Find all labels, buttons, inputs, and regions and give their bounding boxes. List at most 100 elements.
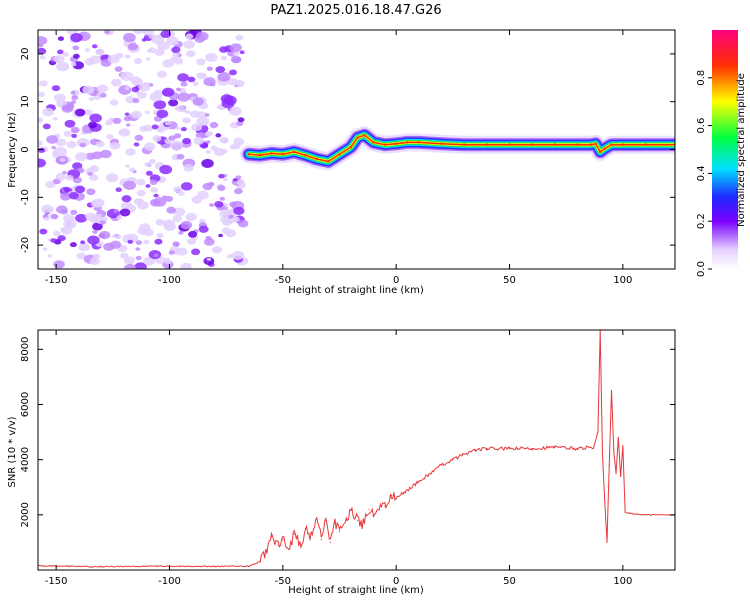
noise-blob	[57, 36, 65, 41]
noise-blob	[176, 153, 185, 160]
noise-blob	[149, 179, 158, 186]
noise-blob	[112, 117, 122, 125]
noise-blob	[38, 147, 46, 153]
ridge-point	[485, 143, 489, 146]
ridge-point	[304, 154, 307, 157]
noise-blob	[211, 246, 223, 254]
noise-blob	[79, 142, 86, 148]
ridge-point	[598, 150, 602, 154]
noise-blob	[66, 140, 77, 149]
spectrogram-x-label: Height of straight line (km)	[288, 285, 424, 296]
snr-point	[474, 449, 477, 451]
noise-blob	[124, 263, 137, 269]
snr-point	[617, 436, 619, 439]
noise-blob	[51, 85, 61, 92]
noise-blob	[38, 36, 48, 46]
noise-blob	[145, 184, 151, 188]
noise-blob	[150, 187, 158, 193]
noise-blob	[229, 201, 237, 208]
snr-x-tick-label: 100	[613, 576, 632, 587]
colorbar-label: Normalized spectral amplitude	[736, 73, 747, 227]
noise-blob	[75, 213, 88, 223]
spectrogram-y-tick-label: -20	[20, 237, 31, 253]
noise-blob	[52, 117, 58, 121]
snr-panel: -150 -100 -50 0 50 100 2000 4000 6000 8000 Heigh…	[7, 329, 676, 596]
noise-blob	[203, 77, 216, 87]
noise-blob	[99, 220, 106, 225]
snr-point	[316, 516, 318, 519]
ridge-point	[281, 153, 285, 156]
snr-point	[300, 544, 302, 546]
noise-blob	[43, 216, 50, 221]
noise-blob	[109, 240, 122, 249]
noise-blob	[195, 31, 209, 42]
noise-blob	[156, 232, 164, 239]
snr-point	[379, 503, 381, 505]
noise-blob	[144, 162, 151, 167]
noise-blob	[199, 218, 206, 224]
snr-x-tick-label: -100	[158, 576, 181, 587]
noise-blob	[204, 113, 210, 117]
noise-blob	[213, 147, 226, 157]
ridge-band-6	[248, 134, 675, 163]
spectrogram-x-tick-label: 50	[503, 275, 516, 286]
noise-blob	[193, 136, 205, 145]
noise-blob	[90, 199, 103, 208]
noise-blob	[47, 207, 54, 213]
noise-blob	[62, 171, 67, 175]
noise-blob	[92, 253, 101, 259]
noise-blob	[63, 188, 69, 193]
snr-point	[576, 448, 579, 450]
noise-blob	[99, 92, 107, 98]
noise-blob	[70, 126, 80, 134]
noise-blob	[42, 123, 51, 130]
noise-blob	[153, 193, 159, 198]
snr-point	[277, 544, 279, 546]
snr-point	[613, 450, 615, 452]
noise-blob	[164, 257, 171, 262]
ridge-point	[621, 143, 625, 146]
noise-blob	[135, 247, 141, 251]
noise-blob	[170, 56, 178, 62]
spectrogram-y-axis: -20 -10 0 10 20	[20, 48, 675, 253]
noise-blob	[56, 61, 70, 72]
noise-blob	[160, 30, 172, 39]
noise-blob	[123, 116, 132, 122]
noise-blob	[114, 66, 123, 72]
ridge-point	[508, 143, 511, 146]
snr-point	[368, 508, 370, 510]
colorbar-tick-label: 0.0	[696, 261, 707, 277]
noise-blob	[173, 186, 183, 193]
noise-blob	[70, 100, 77, 104]
noise-blob	[157, 41, 170, 51]
noise-blob	[74, 185, 86, 194]
snr-point	[282, 539, 284, 541]
noise-blob	[185, 212, 197, 222]
noise-blob	[133, 57, 143, 65]
noise-blob	[166, 36, 179, 46]
snr-x-tick-label: 0	[393, 576, 399, 587]
noise-blob	[42, 247, 48, 251]
snr-y-tick-label: 2000	[20, 502, 31, 527]
snr-point	[429, 472, 431, 475]
snr-point	[601, 453, 604, 455]
noise-blob	[92, 222, 103, 231]
noise-blob	[153, 100, 167, 110]
noise-blob	[196, 72, 201, 77]
noise-blob	[205, 52, 218, 63]
snr-point	[270, 536, 273, 538]
noise-blob	[64, 119, 76, 128]
noise-blob	[217, 72, 231, 82]
noise-blob	[131, 110, 142, 119]
noise-blob	[134, 262, 147, 269]
snr-point	[629, 512, 631, 515]
snr-point	[588, 446, 590, 448]
spectrogram-x-tick-label: 0	[393, 275, 399, 286]
noise-blob	[115, 234, 122, 240]
noise-blob	[144, 142, 156, 151]
snr-point	[406, 489, 409, 491]
snr-point	[259, 561, 261, 563]
snr-point	[604, 500, 606, 502]
noise-blob	[233, 206, 245, 215]
snr-y-label: SNR (10 * v/v)	[7, 416, 18, 487]
